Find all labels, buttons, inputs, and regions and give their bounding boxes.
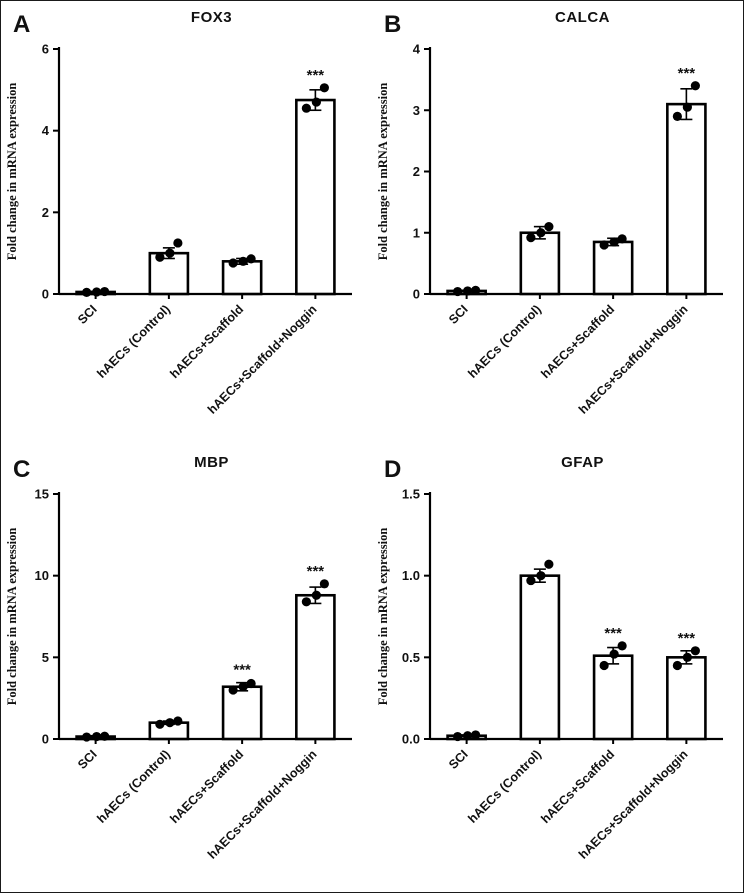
svg-text:hAECs+Scaffold: hAECs+Scaffold xyxy=(538,747,617,826)
panel-c-title: MBP xyxy=(194,454,229,471)
svg-text:hAECs+Scaffold: hAECs+Scaffold xyxy=(167,302,246,381)
svg-text:hAECs+Scaffold: hAECs+Scaffold xyxy=(538,302,617,381)
svg-text:10: 10 xyxy=(35,568,49,583)
svg-text:SCI: SCI xyxy=(75,747,100,772)
svg-text:***: *** xyxy=(678,65,696,82)
panel-b-title: CALCA xyxy=(555,9,610,26)
panel-c: C MBP 0 5 10 15 Fold change in mRNA expressi… xyxy=(1,446,372,891)
svg-text:0: 0 xyxy=(42,287,49,302)
svg-text:1: 1 xyxy=(413,225,420,240)
svg-text:4: 4 xyxy=(42,123,50,138)
svg-text:0.0: 0.0 xyxy=(402,732,420,747)
panel-b-letter: B xyxy=(384,11,402,38)
svg-text:0: 0 xyxy=(42,732,49,747)
panel-b: B CALCA 0 1 2 3 4 Fold change in mRNA express… xyxy=(372,1,743,446)
svg-text:Fold change in mRNA expression: Fold change in mRNA expression xyxy=(376,83,390,261)
svg-text:0.5: 0.5 xyxy=(402,650,420,665)
svg-text:hAECs (Control): hAECs (Control) xyxy=(465,747,544,826)
svg-text:***: *** xyxy=(678,630,696,647)
panel-d: D GFAP 0.0 0.5 1.0 1.5 Fold change in mRNA e… xyxy=(372,446,743,891)
svg-text:hAECs (Control): hAECs (Control) xyxy=(94,747,173,826)
svg-text:hAECs+Scaffold: hAECs+Scaffold xyxy=(167,747,246,826)
svg-text:hAECs (Control): hAECs (Control) xyxy=(94,302,173,381)
panel-c-letter: C xyxy=(13,456,31,483)
svg-text:***: *** xyxy=(307,67,325,84)
svg-text:***: *** xyxy=(307,563,325,580)
panel-a: A FOX3 0 2 4 6 Fold change in mRNA expressio… xyxy=(1,1,372,446)
svg-text:1.5: 1.5 xyxy=(402,487,420,502)
svg-text:SCI: SCI xyxy=(75,302,100,327)
panel-a-letter: A xyxy=(13,11,31,38)
panel-a-title: FOX3 xyxy=(190,9,233,26)
svg-text:4: 4 xyxy=(413,42,421,57)
svg-text:2: 2 xyxy=(42,205,49,220)
svg-text:***: *** xyxy=(233,662,251,679)
chart-gfap: 0.0 0.5 1.0 1.5 Fold change in mRNA expressi… xyxy=(376,487,723,862)
svg-text:1.0: 1.0 xyxy=(402,568,420,583)
svg-text:Fold change in mRNA expression: Fold change in mRNA expression xyxy=(376,528,390,706)
svg-text:SCI: SCI xyxy=(446,747,471,772)
svg-text:hAECs (Control): hAECs (Control) xyxy=(465,302,544,381)
svg-text:15: 15 xyxy=(35,487,49,502)
svg-text:5: 5 xyxy=(42,650,49,665)
svg-text:2: 2 xyxy=(413,164,420,179)
svg-text:***: *** xyxy=(604,625,622,642)
svg-text:3: 3 xyxy=(413,103,420,118)
svg-text:SCI: SCI xyxy=(446,302,471,327)
svg-text:0: 0 xyxy=(413,287,420,302)
svg-text:Fold change in mRNA expression: Fold change in mRNA expression xyxy=(5,83,19,261)
svg-text:Fold change in mRNA expression: Fold change in mRNA expression xyxy=(5,528,19,706)
panel-d-title: GFAP xyxy=(561,454,604,471)
panel-d-letter: D xyxy=(384,456,402,483)
svg-text:6: 6 xyxy=(42,42,49,57)
